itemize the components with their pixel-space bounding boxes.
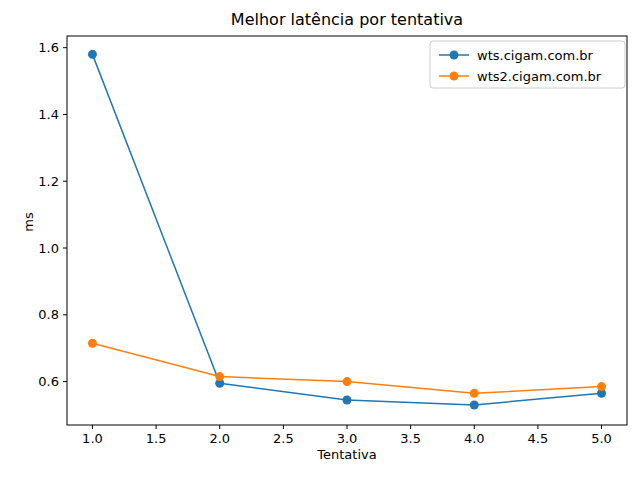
series-1-data-point	[597, 382, 606, 391]
y-tick-label: 1.2	[38, 174, 59, 189]
series-1-data-point	[215, 372, 224, 381]
legend-label: wts.cigam.com.br	[477, 48, 594, 63]
y-tick-label: 0.6	[38, 374, 59, 389]
latency-chart-figure: Melhor latência por tentativa ms Tentati…	[0, 0, 640, 480]
x-tick-label: 2.5	[273, 431, 294, 446]
series-1-data-point	[470, 389, 479, 398]
series-0-data-point	[343, 395, 352, 404]
series-0-data-point	[88, 50, 97, 59]
series-0-data-point	[470, 400, 479, 409]
series-1-data-point	[88, 339, 97, 348]
x-tick-label: 5.0	[591, 431, 612, 446]
y-tick-label: 1.4	[38, 107, 59, 122]
x-tick-label: 4.0	[464, 431, 485, 446]
x-tick-label: 4.5	[528, 431, 549, 446]
legend-label: wts2.cigam.com.br	[477, 69, 602, 84]
x-tick-label: 3.0	[337, 431, 358, 446]
legend-sample-marker	[450, 72, 459, 81]
series-line-0	[92, 54, 601, 405]
x-tick-label: 3.5	[400, 431, 421, 446]
x-tick-label: 1.0	[82, 431, 103, 446]
y-tick-label: 1.0	[38, 241, 59, 256]
legend-sample-marker	[450, 51, 459, 60]
x-tick-label: 1.5	[146, 431, 167, 446]
series-1-data-point	[343, 377, 352, 386]
plot-border	[67, 36, 627, 425]
chart-canvas: 1.0 1.5 2.0 2.5 3.0 3.5 4.0 4.5 5.0 0.6 0.8 1.0 1.2 1…	[0, 0, 640, 480]
y-tick-label: 1.6	[38, 40, 59, 55]
y-tick-label: 0.8	[38, 307, 59, 322]
x-tick-label: 2.0	[209, 431, 230, 446]
